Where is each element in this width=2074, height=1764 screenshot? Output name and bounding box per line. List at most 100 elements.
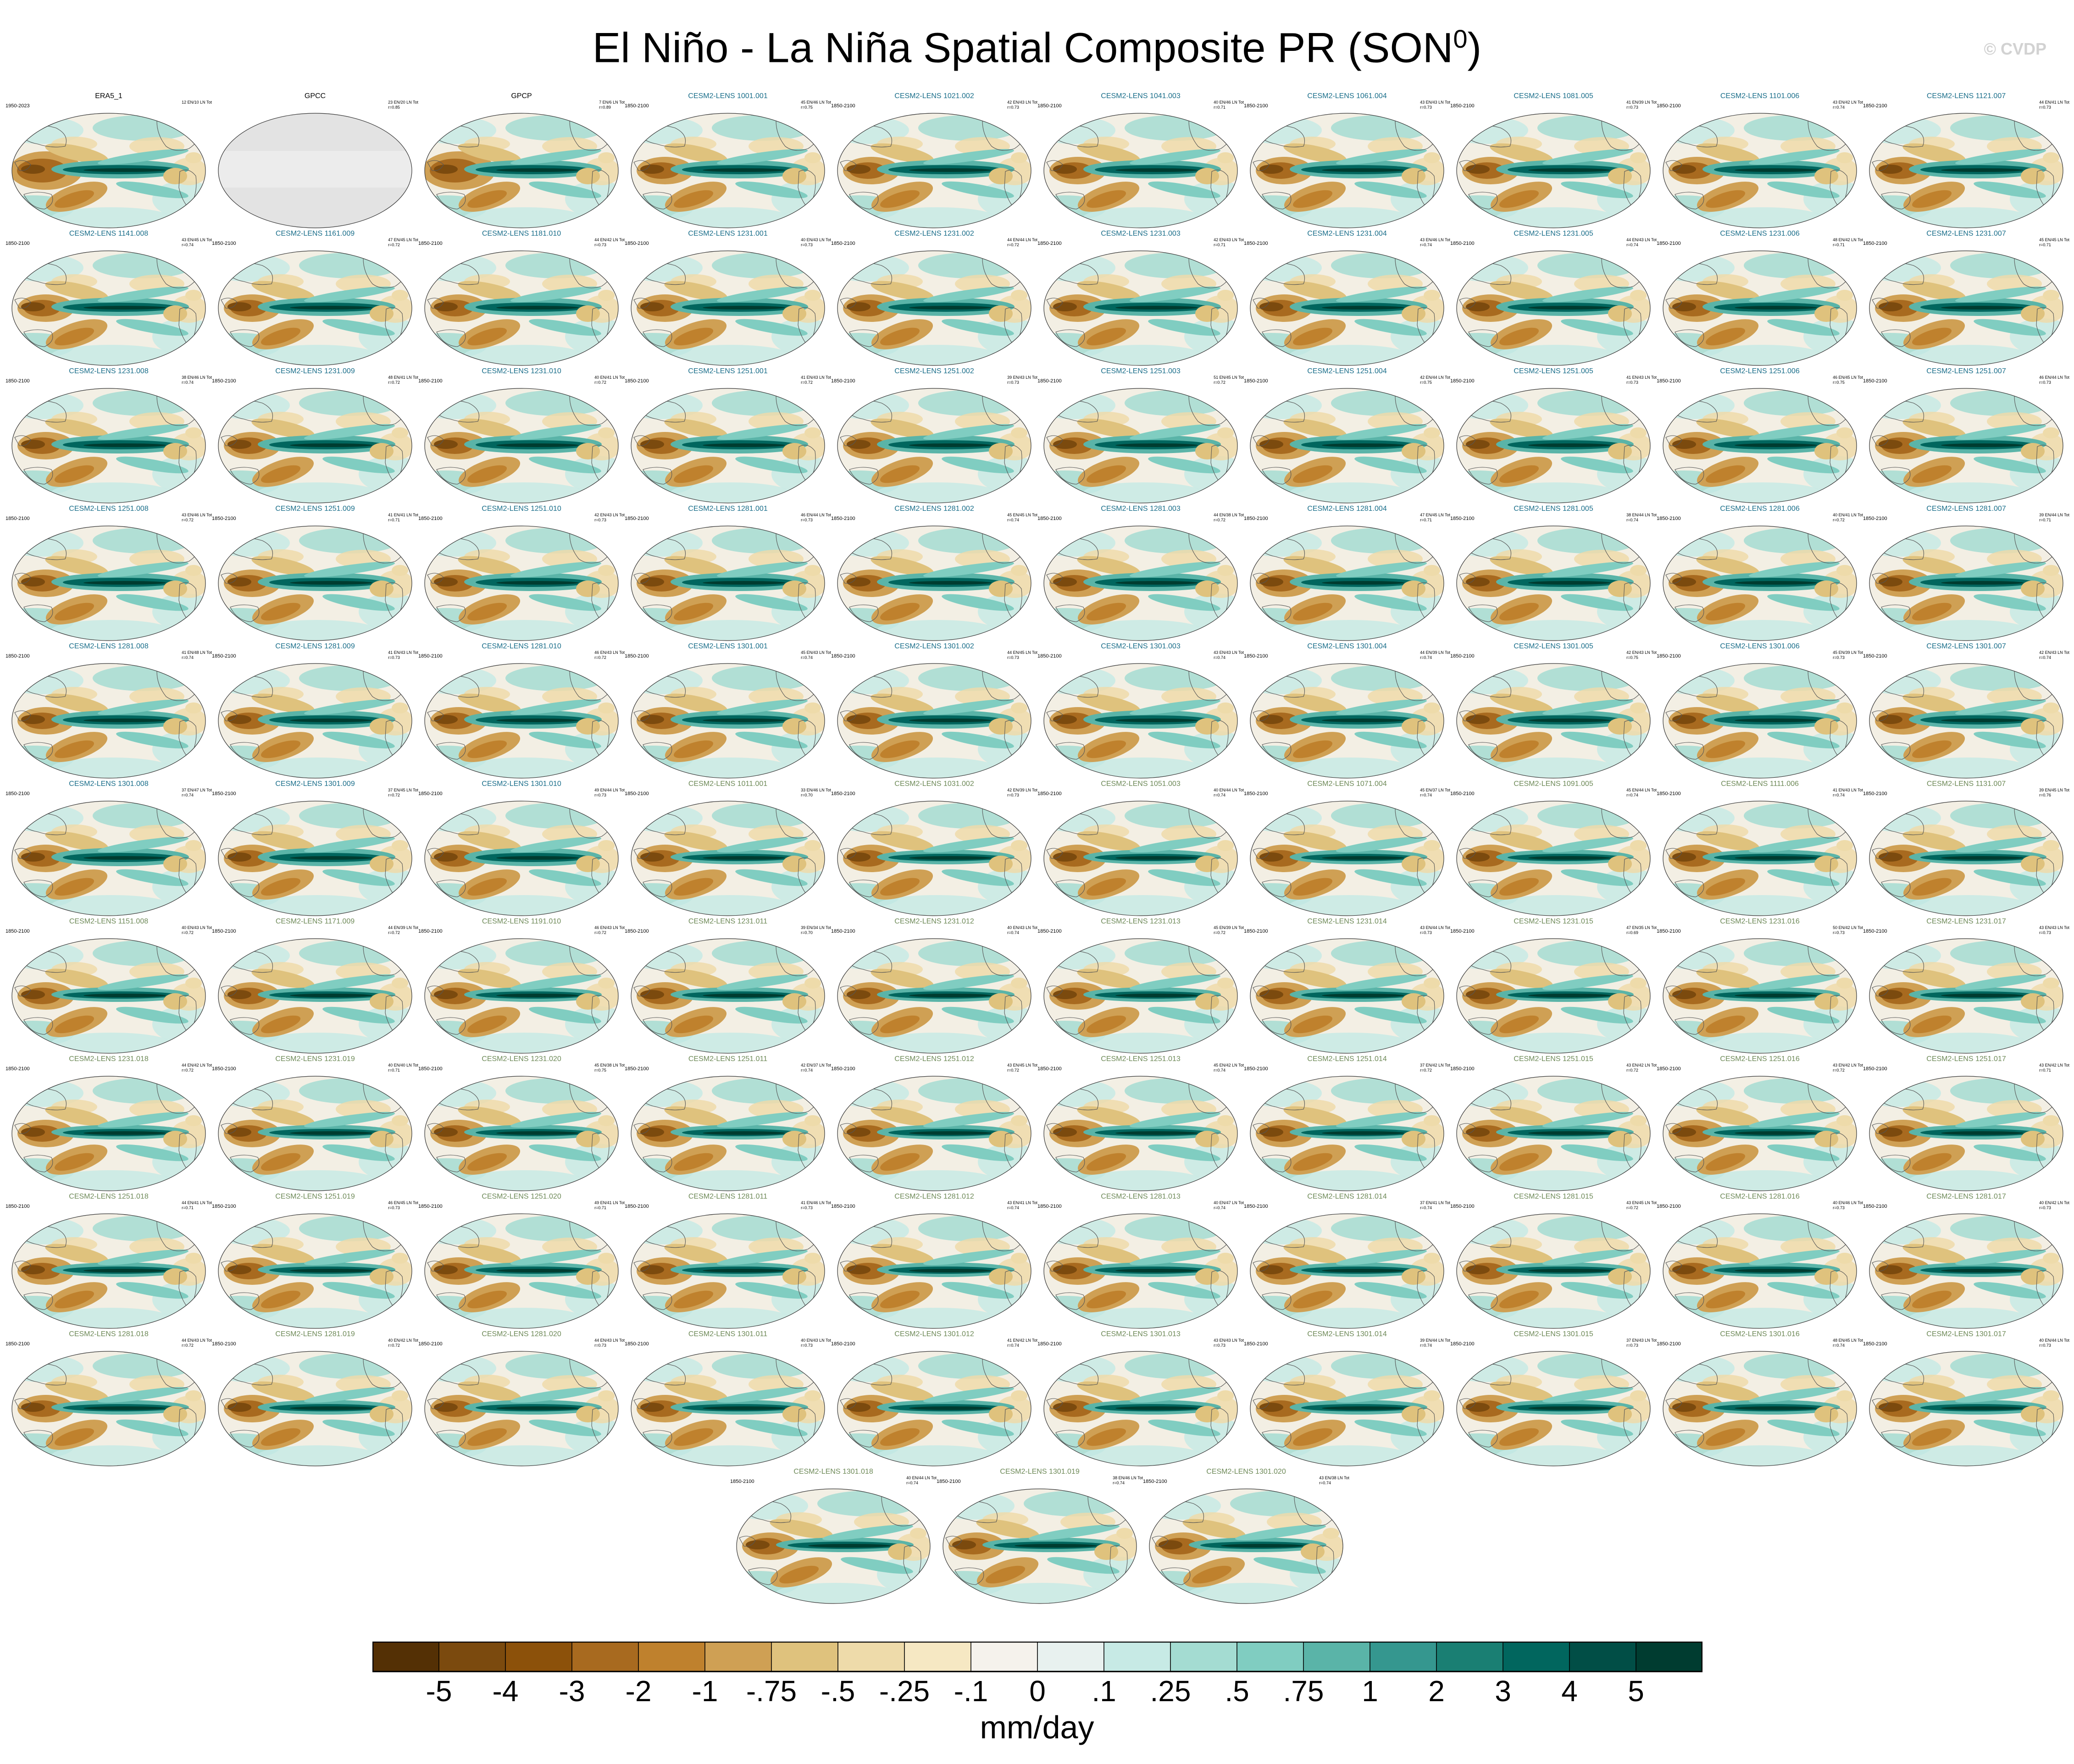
panel-years: 1850-2100 [1450, 378, 1475, 384]
panel-years: 1850-2100 [1863, 1204, 1887, 1209]
panel-stat-line: 43 EN/46 LN Tot [182, 513, 212, 517]
panel-stat-line: r=0.70 [801, 930, 813, 935]
panel-years: 1850-2100 [1863, 929, 1887, 934]
colorbar-swatch [571, 1642, 639, 1672]
panel-years: 1850-2100 [831, 378, 855, 384]
panel-stats: 42 EN/39 LN Tot r=0.73 [1007, 788, 1037, 798]
panel-stat-line: 42 EN/43 LN Tot [594, 513, 625, 517]
panel-stats: 23 EN/20 LN Tot r=0.85 [388, 100, 418, 110]
colorbar-swatch [837, 1642, 905, 1672]
panel-stats: 39 EN/43 LN Tot r=0.73 [1007, 375, 1037, 385]
panel-stat-line: 40 EN/47 LN Tot [1214, 1200, 1244, 1205]
composite-map [1456, 250, 1651, 366]
colorbar-swatch [638, 1642, 705, 1672]
map-panel: CESM2-LENS 1281.007 1850-2100 39 EN/44 LN … [1863, 504, 2069, 642]
composite-map [631, 113, 825, 228]
panel-stats: 48 EN/42 LN Tot r=0.71 [1833, 238, 1863, 248]
map-panel: CESM2-LENS 1081.005 1850-2100 41 EN/39 LN … [1450, 92, 1657, 229]
panel-stats: 37 EN/41 LN Tot r=0.74 [1420, 1200, 1450, 1211]
map-panel: CESM2-LENS 1251.006 1850-2100 46 EN/45 LN … [1657, 367, 1863, 504]
panel-years: 1850-2100 [1657, 103, 1681, 109]
panel-stats: 40 EN/44 LN Tot r=0.74 [906, 1476, 937, 1486]
panel-years: 1850-2100 [1143, 1479, 1167, 1484]
panel-stat-line: 45 EN/43 LN Tot [801, 650, 831, 655]
composite-map [1043, 1351, 1238, 1466]
panel-title: CESM2-LENS 1251.002 [894, 367, 974, 375]
map-panel: CESM2-LENS 1231.014 1850-2100 43 EN/44 LN … [1244, 917, 1450, 1055]
panel-stat-line: r=0.75 [801, 105, 813, 110]
map-panel: CESM2-LENS 1301.006 1850-2100 45 EN/39 LN … [1657, 642, 1863, 780]
panel-years: 1850-2100 [625, 103, 649, 109]
panel-title: CESM2-LENS 1101.006 [1720, 92, 1800, 100]
panel-title: CESM2-LENS 1251.016 [1720, 1055, 1800, 1063]
panel-years: 1850-2100 [831, 103, 855, 109]
panel-stats: 42 EN/43 LN Tot r=0.71 [1214, 238, 1244, 248]
panel-stat-line: r=0.74 [1214, 793, 1226, 797]
map-panel: CESM2-LENS 1061.004 1850-2100 43 EN/43 LN … [1244, 92, 1450, 229]
map-panel: CESM2-LENS 1281.016 1850-2100 40 EN/46 LN … [1657, 1192, 1863, 1330]
panel-years: 1850-2100 [1657, 791, 1681, 796]
panel-title: CESM2-LENS 1251.015 [1514, 1055, 1593, 1063]
composite-map [1869, 388, 2063, 503]
panel-years: 1850-2100 [212, 1066, 236, 1072]
composite-map [11, 525, 206, 641]
panel-title: CESM2-LENS 1091.005 [1514, 780, 1593, 788]
panel-stats: 40 EN/43 LN Tot r=0.72 [182, 925, 212, 935]
panel-title: CESM2-LENS 1301.001 [688, 642, 768, 650]
composite-map [1869, 801, 2063, 916]
panel-stats: 43 EN/46 LN Tot r=0.72 [182, 513, 212, 523]
panel-stats: 45 EN/39 LN Tot r=0.72 [1214, 925, 1244, 935]
panel-stat-line: 39 EN/45 LN Tot [2039, 788, 2069, 792]
panel-title: CESM2-LENS 1231.004 [1307, 230, 1387, 238]
panel-stats: 43 EN/38 LN Tot r=0.74 [1319, 1476, 1349, 1486]
composite-map [218, 1213, 412, 1329]
panel-years: 1850-2100 [831, 516, 855, 521]
panel-years: 1850-2100 [1244, 516, 1268, 521]
panel-stats: 45 EN/39 LN Tot r=0.73 [1833, 650, 1863, 660]
map-panel: CESM2-LENS 1301.020 1850-2100 43 EN/38 LN … [1143, 1467, 1349, 1605]
composite-map [218, 801, 412, 916]
composite-map [837, 1213, 1031, 1329]
map-panel: CESM2-LENS 1301.001 1850-2100 45 EN/43 LN … [625, 642, 831, 780]
panel-title: CESM2-LENS 1231.008 [69, 367, 149, 375]
map-panel: CESM2-LENS 1231.004 1850-2100 43 EN/46 LN … [1244, 229, 1450, 367]
panel-stats: 45 EN/43 LN Tot r=0.74 [801, 650, 831, 660]
composite-map [11, 801, 206, 916]
panel-stats: 43 EN/45 LN Tot r=0.72 [1626, 1200, 1657, 1211]
panel-title: CESM2-LENS 1251.010 [482, 505, 561, 513]
panel-years: 1850-2100 [6, 241, 30, 246]
map-panel: CESM2-LENS 1251.015 1850-2100 43 EN/42 LN … [1450, 1055, 1657, 1192]
composite-map [1250, 1213, 1444, 1329]
panel-stat-line: 48 EN/41 LN Tot [388, 375, 418, 380]
panel-years: 1850-2100 [831, 929, 855, 934]
panel-stat-line: 44 EN/38 LN Tot [1214, 513, 1244, 517]
composite-map [218, 525, 412, 641]
panel-years: 1850-2100 [418, 378, 443, 384]
panel-stats: 40 EN/41 LN Tot r=0.72 [594, 375, 625, 385]
colorbar-tick-label: -3 [559, 1675, 585, 1706]
panel-stat-line: r=0.74 [1319, 1481, 1331, 1485]
composite-map [631, 250, 825, 366]
composite-map [736, 1488, 931, 1604]
panel-years: 1850-2100 [212, 653, 236, 659]
panel-title: CESM2-LENS 1301.004 [1307, 642, 1387, 650]
panel-years: 1850-2100 [1863, 791, 1887, 796]
panel-stat-line: r=0.72 [182, 1068, 194, 1073]
panel-stats: 37 EN/47 LN Tot r=0.74 [182, 788, 212, 798]
panel-stat-line: r=0.71 [1420, 518, 1432, 522]
composite-map [1456, 388, 1651, 503]
panel-years: 1850-2100 [1037, 378, 1062, 384]
panel-stat-line: 44 EN/45 LN Tot [1007, 650, 1037, 655]
map-panel: CESM2-LENS 1031.002 1850-2100 42 EN/39 LN … [831, 780, 1037, 917]
composite-map [837, 938, 1031, 1054]
panel-title: CESM2-LENS 1281.007 [1926, 505, 2006, 513]
panel-stats: 44 EN/41 LN Tot r=0.71 [182, 1200, 212, 1211]
panel-stats: 46 EN/43 LN Tot r=0.72 [594, 650, 625, 660]
panel-stat-line: r=0.73 [1420, 930, 1432, 935]
panel-stat-line: 33 EN/46 LN Tot [801, 788, 831, 792]
map-panel: CESM2-LENS 1161.009 1850-2100 47 EN/45 LN … [212, 229, 418, 367]
colorbar-tick-label: -.5 [821, 1675, 855, 1706]
panel-title: CESM2-LENS 1251.008 [69, 505, 149, 513]
panel-title: CESM2-LENS 1231.012 [894, 918, 974, 925]
panel-stat-line: 41 EN/48 LN Tot [182, 650, 212, 655]
